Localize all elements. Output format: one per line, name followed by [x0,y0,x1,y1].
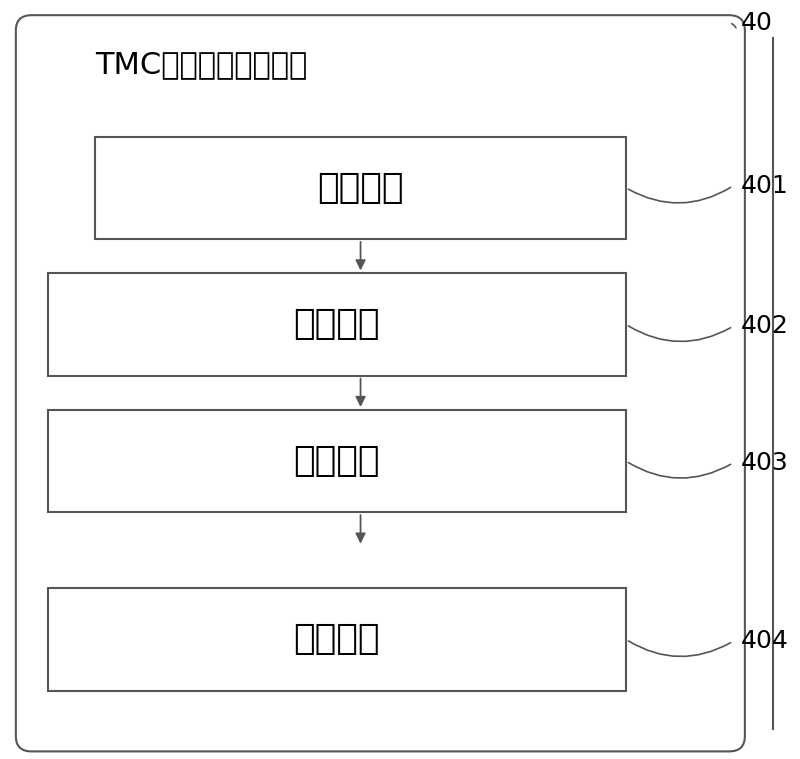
Text: TMC匹配表的生成装置: TMC匹配表的生成装置 [95,50,307,79]
Text: 404: 404 [741,629,789,653]
Text: 检查单元: 检查单元 [294,622,380,657]
Text: 输入单元: 输入单元 [318,171,404,205]
Text: 生成单元: 生成单元 [294,307,380,342]
Text: 401: 401 [741,174,789,198]
Text: 40: 40 [741,11,773,35]
FancyBboxPatch shape [47,410,626,512]
FancyBboxPatch shape [47,588,626,691]
Text: 402: 402 [741,314,789,339]
FancyBboxPatch shape [16,15,745,751]
Text: 输出单元: 输出单元 [294,444,380,478]
Text: 403: 403 [741,451,789,475]
FancyBboxPatch shape [47,273,626,376]
FancyBboxPatch shape [95,137,626,239]
